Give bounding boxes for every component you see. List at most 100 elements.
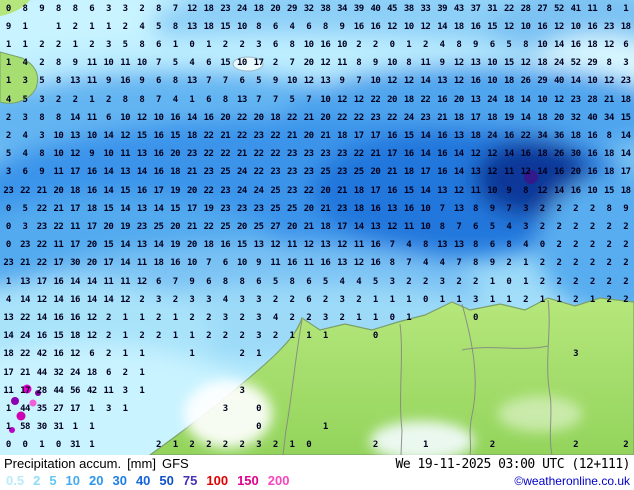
precip-value: 8 [422,240,428,251]
precip-value: 18 [587,39,598,50]
precip-value: 2 [623,221,629,232]
precip-value: 15 [236,240,247,251]
precip-value: 13 [453,203,464,214]
precip-value: 8 [39,149,45,160]
precip-value: 9 [623,203,629,214]
precip-value: 9 [272,76,278,87]
precip-value: 10 [570,21,581,32]
precip-value: 1 [139,367,145,378]
precip-value: 2 [5,112,11,123]
precip-value: 31 [487,3,498,14]
precip-value: 19 [170,185,181,196]
precip-value: 18 [620,185,631,196]
precip-value: 18 [353,203,364,214]
precip-value: 15 [220,58,231,69]
precip-value: 3 [256,294,262,305]
precip-value: 2 [539,258,545,269]
precip-value: 14 [70,276,80,287]
scale-value: 0.5 [6,473,25,488]
precip-value: 1 [22,39,28,50]
precip-value: 9 [256,258,262,269]
precip-value: 15 [170,130,181,141]
precip-value: 6 [89,349,95,360]
precip-value: 10 [86,130,97,141]
scale-value: 40 [135,473,151,488]
precip-value: 2 [206,312,211,323]
precip-value: 1 [5,276,11,287]
precip-value: 23 [203,167,214,178]
precip-value: 12 [503,21,514,32]
precip-value: 18 [570,130,581,141]
precip-value: 22 [337,112,347,123]
precip-value: 11 [86,58,97,69]
grid-row: 17 21 44 32 24 18 6 2 1 [0,364,634,382]
precip-value: 6 [105,367,111,378]
precip-value: 2 [239,349,245,360]
precip-value: 12 [136,276,147,287]
precip-value: 1 [172,440,178,451]
precip-value: 11 [53,240,64,251]
precip-value: 18 [270,112,281,123]
precip-value: 20 [236,221,247,232]
precip-value: 22 [520,130,531,141]
precip-value: 11 [136,258,147,269]
precip-value: 10 [153,112,164,123]
precip-value: 16 [587,149,598,160]
precip-value: 16 [470,21,481,32]
precip-value: 2 [606,258,612,269]
precip-value: 2 [39,58,45,69]
precip-value: 12 [337,240,347,251]
precip-value: 21 [370,149,381,160]
precip-value: 16 [570,39,581,50]
precip-value: 15 [103,240,114,251]
precip-value: 3 [189,294,195,305]
precip-value: 2 [105,331,111,342]
precip-value: 13 [70,130,80,141]
precip-value: 12 [320,58,331,69]
dry-land-patches [184,380,582,455]
precip-value: 19 [503,112,514,123]
precip-value: 18 [320,221,331,232]
precip-value: 1 [489,276,495,287]
precip-value: 23 [253,130,264,141]
precip-value: 2 [122,367,128,378]
precip-value: 14 [553,39,564,50]
precip-value: 12 [520,58,531,69]
precip-value: 17 [70,403,80,414]
precip-value: 9 [89,149,95,160]
precip-value: 23 [303,149,314,160]
precip-value: 16 [470,76,481,87]
precip-value: 2 [122,21,128,32]
precip-value: 2 [322,294,328,305]
precip-value: 2 [105,349,111,360]
precip-value: 37 [470,3,481,14]
precip-value: 15 [604,185,614,196]
precip-value: 7 [389,240,395,251]
precip-value: 22 [236,112,247,123]
precip-value: 0 [389,39,395,50]
precip-value: 8 [389,258,395,269]
copyright-link[interactable]: ©weatheronline.co.uk [514,474,630,488]
precip-value: 1 [539,294,545,305]
precip-value: 2 [272,440,278,451]
precip-value: 10 [136,58,147,69]
precip-value: 38 [403,3,414,14]
precip-value: 23 [370,112,381,123]
precip-value: 39 [353,3,364,14]
precip-value: 1 [372,294,378,305]
precip-value: 20 [303,58,314,69]
precip-value: 6 [272,21,278,32]
precip-value: 8 [55,58,61,69]
precip-value: 2 [422,276,428,287]
precip-value: 15 [170,203,181,214]
precip-value: 18 [3,349,14,360]
precip-value: 6 [206,94,211,105]
precip-value: 21 [387,167,397,178]
precip-value: 14 [153,240,164,251]
precip-value: 2 [556,203,562,214]
precip-value: 24 [553,58,564,69]
grid-row: 11 17 28 44 56 42 11 3 1 3 [0,382,634,400]
precip-value: 8 [289,276,295,287]
precip-value: 8 [222,94,228,105]
precip-value: 1 [623,3,629,14]
